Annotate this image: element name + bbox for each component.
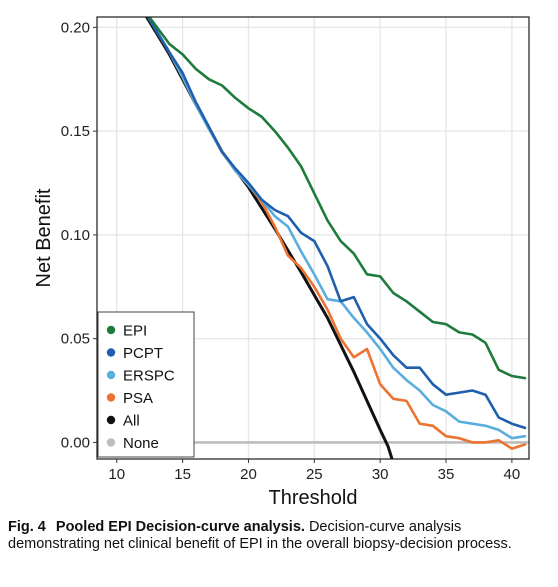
series-line-pcpt	[146, 17, 527, 430]
y-tick-label-3: 0.15	[61, 123, 90, 140]
y-tick-label-0: 0.00	[61, 434, 90, 451]
x-tick-label-10: 10	[108, 466, 125, 483]
plot-border	[96, 16, 530, 460]
legend-marker-pcpt	[106, 348, 116, 357]
x-tick-label-15: 15	[174, 466, 191, 483]
y-tick-label-1: 0.05	[61, 331, 90, 348]
legend-marker-erspc	[106, 370, 116, 380]
x-tick-label-35: 35	[438, 466, 455, 483]
caption-label: Fig. 4	[8, 519, 46, 535]
legend-marker-epi	[106, 325, 116, 335]
legend-label-none: None	[123, 435, 159, 452]
legend: EPI PCPT ERSPC PSA All None	[97, 311, 195, 458]
legend-label-pcpt: PCPT	[123, 345, 163, 362]
legend-label-epi: EPI	[123, 323, 147, 340]
x-tick-label-20: 20	[240, 466, 257, 483]
x-tick-label-40: 40	[504, 466, 521, 483]
x-axis-ticks: 10 15 20 25 30 35 40	[108, 459, 520, 483]
caption-text: Decision-curve analysis demonstrating ne…	[8, 519, 512, 552]
series-line-epi	[147, 17, 527, 380]
y-axis-ticks: 0.00 0.05 0.10 0.15 0.20	[61, 19, 97, 451]
caption-title: Pooled EPI Decision-curve analysis.	[55, 519, 305, 535]
y-tick-label-4: 0.20	[61, 19, 90, 36]
legend-marker-all	[106, 415, 116, 425]
y-axis-label: Net Benefit	[33, 188, 55, 287]
legend-marker-none	[106, 438, 116, 447]
x-tick-label-25: 25	[306, 466, 323, 483]
series-lines	[97, 17, 529, 459]
figure-caption: Fig. 4 Pooled EPI Decision-curve analysi…	[8, 519, 553, 553]
x-tick-label-30: 30	[372, 466, 389, 483]
legend-label-all: All	[123, 413, 140, 430]
x-axis-label: Threshold	[269, 487, 358, 509]
legend-marker-psa	[106, 393, 116, 402]
y-tick-label-2: 0.10	[61, 227, 90, 244]
legend-box	[97, 311, 195, 458]
decision-curve-chart: 10 15 20 25 30 35 40 0.00 0.05 0.10 0.15 0.20 Thre…	[33, 16, 530, 509]
legend-label-psa: PSA	[123, 390, 153, 407]
legend-label-erspc: ERSPC	[123, 368, 175, 385]
